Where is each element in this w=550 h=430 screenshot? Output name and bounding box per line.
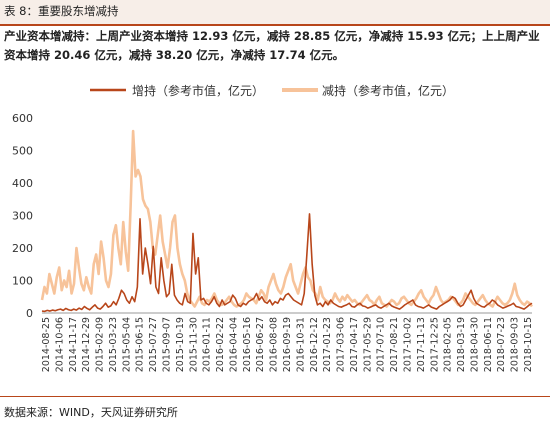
y-tick-label: 100 <box>12 275 33 288</box>
x-tick-label: 2018-03-19 <box>456 317 467 372</box>
x-tick-label: 2018-07-23 <box>496 317 507 372</box>
caption-band <box>0 0 550 24</box>
x-tick-label: 2018-09-03 <box>510 317 521 372</box>
x-axis: 2014-08-25 2014-10-06 2014-11-17 2014-12-29… <box>41 317 534 372</box>
x-tick-label: 2015-09-07 <box>162 317 173 372</box>
x-tick-label: 2016-06-27 <box>255 317 266 372</box>
x-tick-label: 2017-05-29 <box>362 317 373 372</box>
chart-legend: 增持（参考市值，亿元） 减持（参考市值，亿元） <box>90 83 454 98</box>
x-tick-label: 2014-11-17 <box>68 317 79 372</box>
x-tick-label: 2015-07-27 <box>148 317 159 372</box>
x-tick-label: 2017-03-06 <box>336 317 347 372</box>
y-tick-label: 400 <box>12 177 33 190</box>
x-tick-label: 2018-02-05 <box>443 317 454 372</box>
x-tick-label: 2018-10-15 <box>523 317 534 372</box>
x-tick-label: 2017-04-17 <box>349 317 360 372</box>
table-caption: 表 8：重要股东增减持 <box>4 4 119 18</box>
x-tick-label: 2016-09-19 <box>282 317 293 372</box>
x-tick-label: 2017-12-25 <box>429 317 440 372</box>
x-tick-label: 2017-01-23 <box>322 317 333 372</box>
x-tick-label: 2016-08-08 <box>269 317 280 372</box>
legend-label-increase: 增持（参考市值，亿元） <box>132 83 264 98</box>
x-tick-label: 2017-11-13 <box>416 317 427 372</box>
top-rule <box>0 24 550 26</box>
x-tick-label: 2016-01-11 <box>202 317 213 372</box>
x-tick-label: 2017-08-21 <box>389 317 400 372</box>
y-tick-label: 200 <box>12 242 33 255</box>
bottom-rule <box>0 396 550 397</box>
source-note: 数据来源：WIND，天风证券研究所 <box>4 406 178 419</box>
series-layer <box>40 129 534 313</box>
line-chart: 增持（参考市值，亿元） 减持（参考市值，亿元） 0 100 200 300 400 500 6… <box>12 83 534 372</box>
x-tick-label: 2017-07-10 <box>376 317 387 372</box>
summary-text: 产业资本增减持：上周产业资本增持 12.93 亿元，减持 28.85 亿元，净减… <box>4 29 540 62</box>
x-tick-label: 2015-10-19 <box>175 317 186 372</box>
x-tick-label: 2015-02-09 <box>95 317 106 372</box>
x-tick-label: 2015-05-04 <box>121 317 132 372</box>
x-tick-label: 2014-12-29 <box>81 317 92 372</box>
y-tick-label: 300 <box>12 210 33 223</box>
x-tick-label: 2015-03-23 <box>108 317 119 372</box>
x-tick-label: 2014-10-06 <box>54 317 65 372</box>
legend-label-decrease: 减持（参考市值，亿元） <box>322 83 454 98</box>
x-tick-label: 2016-05-16 <box>242 317 253 372</box>
y-axis: 0 100 200 300 400 500 600 <box>12 112 532 320</box>
x-tick-label: 2014-08-25 <box>41 317 52 372</box>
x-tick-label: 2015-11-30 <box>188 317 199 372</box>
x-tick-label: 2017-10-02 <box>403 317 414 372</box>
x-tick-label: 2016-10-31 <box>295 317 306 372</box>
y-tick-label: 500 <box>12 145 33 158</box>
x-tick-label: 2018-06-11 <box>483 317 494 372</box>
y-tick-label: 600 <box>12 112 33 125</box>
x-tick-label: 2018-04-30 <box>469 317 480 372</box>
x-tick-label: 2015-06-15 <box>135 317 146 372</box>
x-tick-label: 2016-04-04 <box>228 317 239 372</box>
x-tick-label: 2016-02-22 <box>215 317 226 372</box>
decrease-series-line <box>40 129 534 308</box>
y-tick-label: 0 <box>26 307 33 320</box>
x-tick-label: 2016-12-12 <box>309 317 320 372</box>
increase-series-line <box>41 213 533 313</box>
